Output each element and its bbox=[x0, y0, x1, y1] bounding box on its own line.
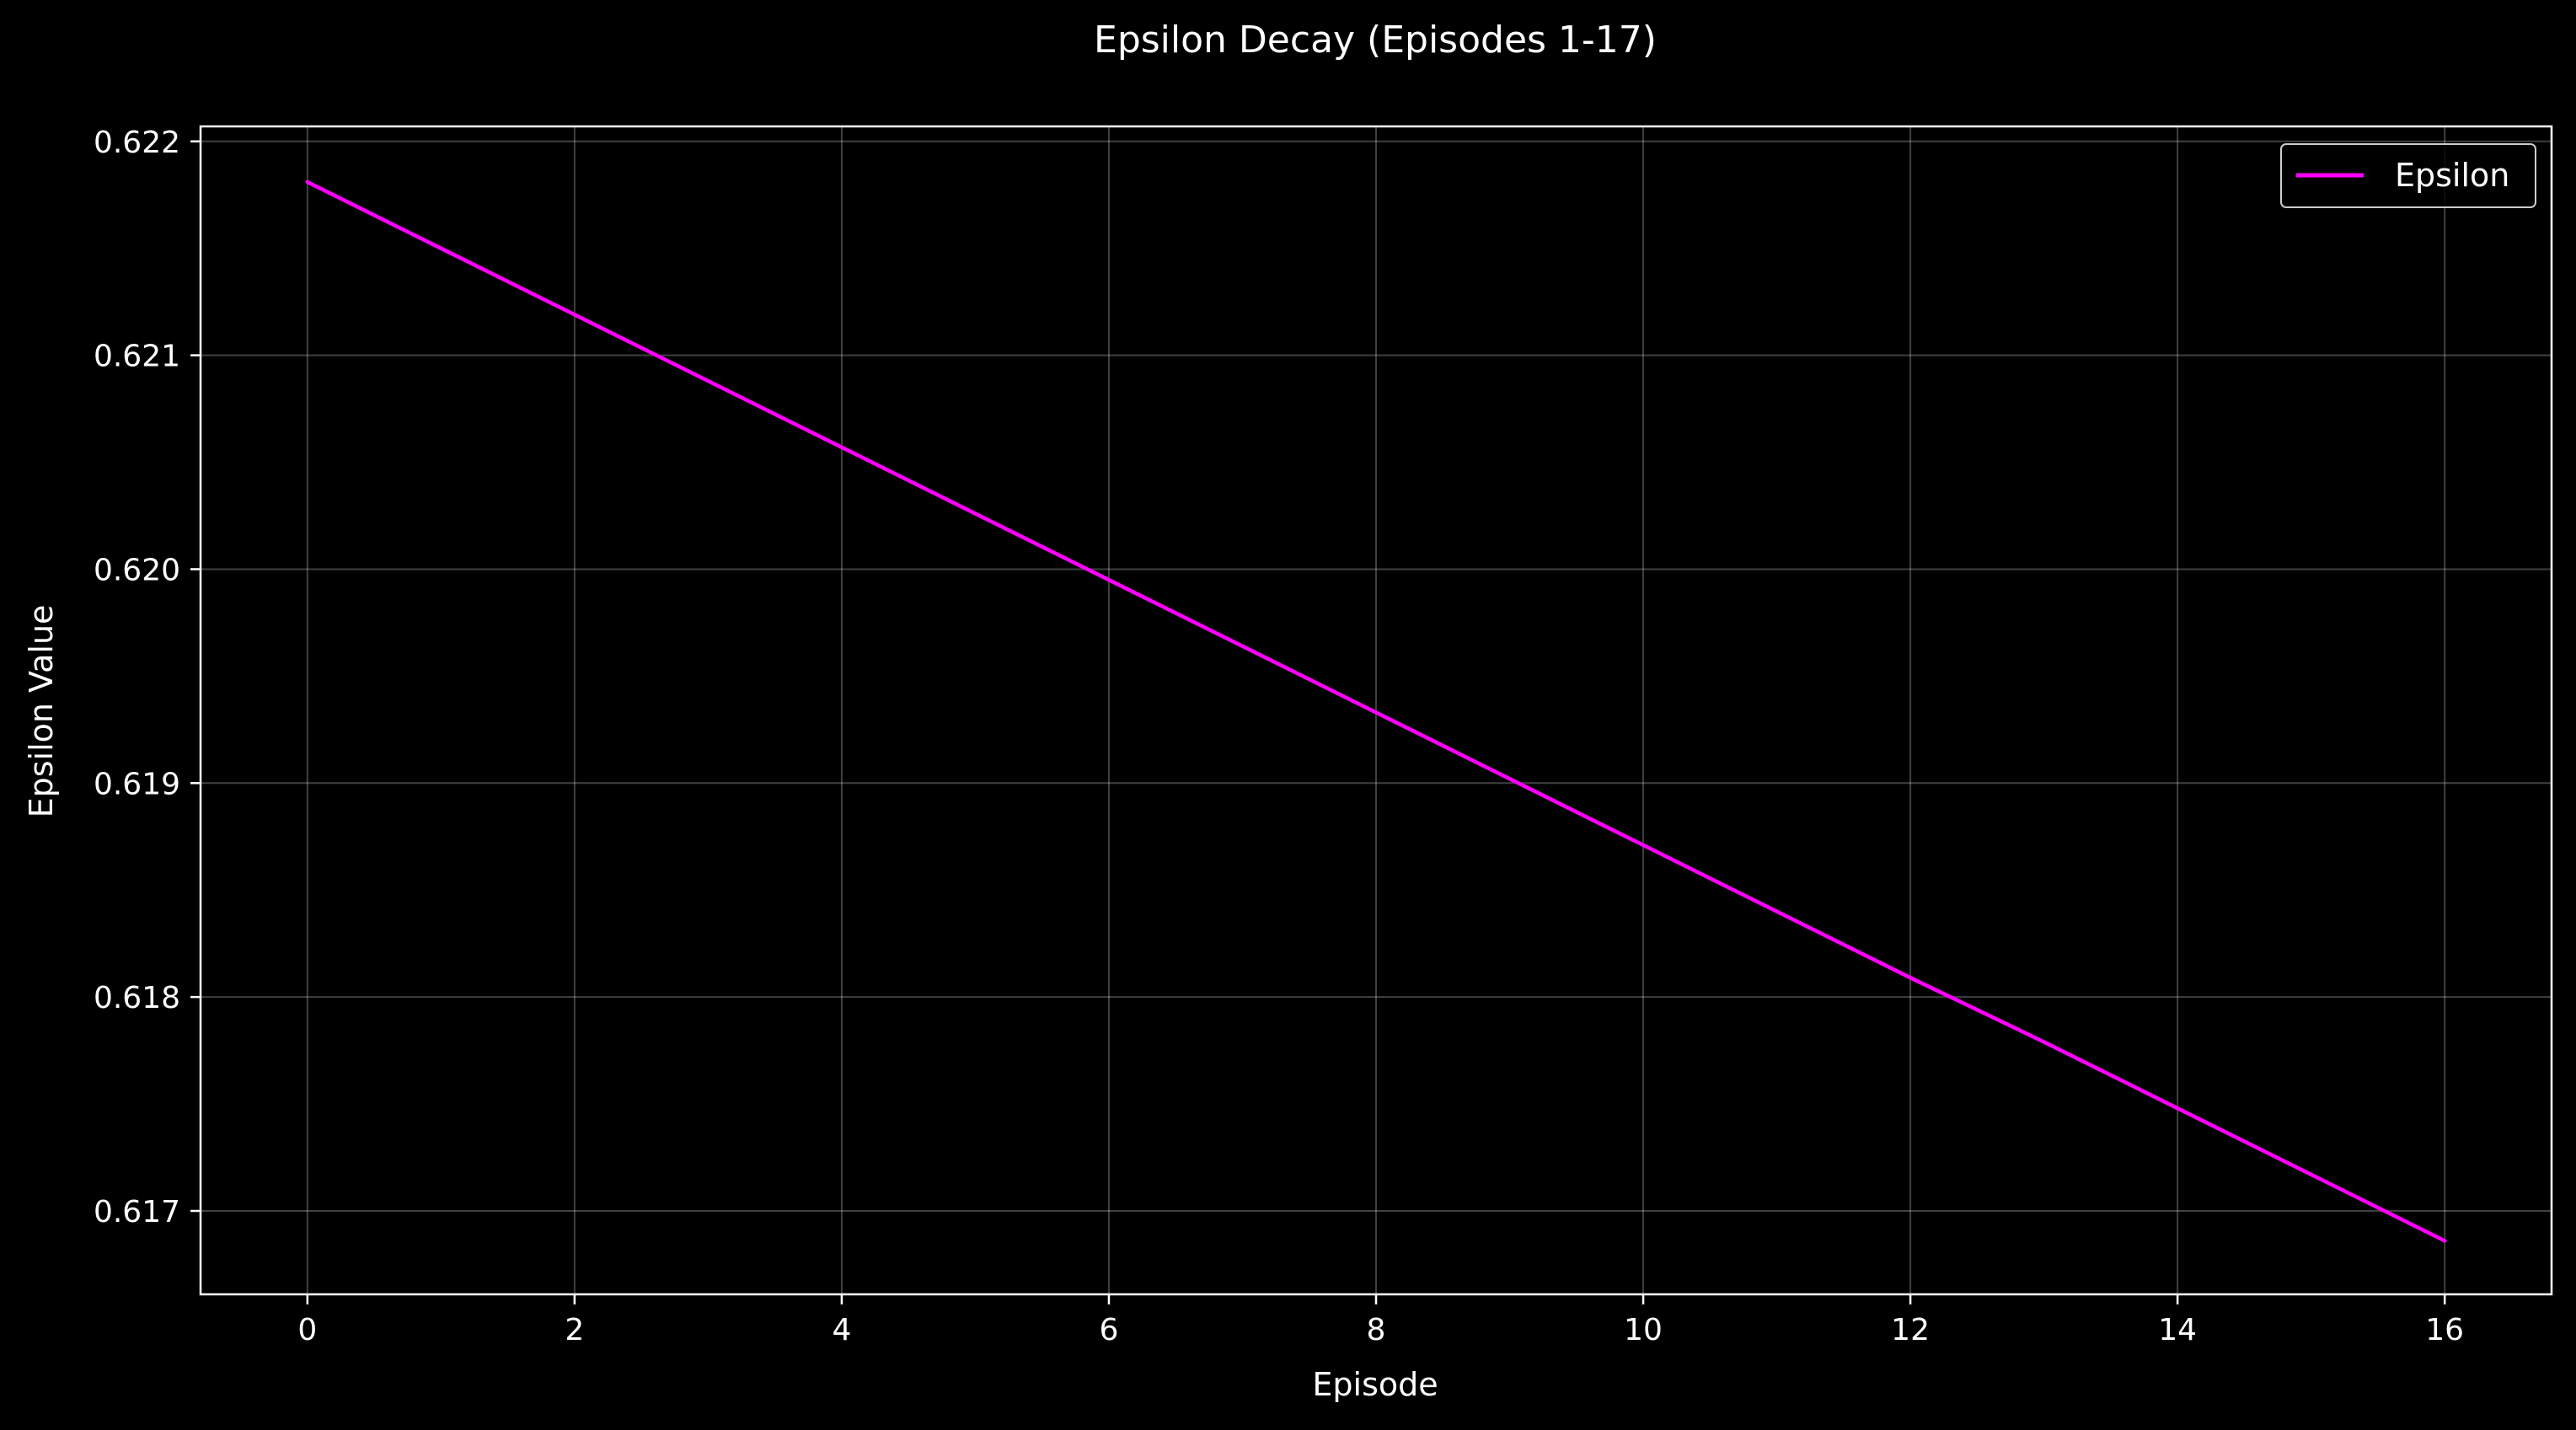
x-tick-label: 0 bbox=[297, 1313, 317, 1347]
legend-label-epsilon: Epsilon bbox=[2395, 157, 2509, 194]
data-point bbox=[2443, 1239, 2447, 1243]
legend: Epsilon bbox=[2280, 143, 2536, 208]
data-point bbox=[1641, 843, 1646, 848]
y-tick-label: 0.622 bbox=[94, 126, 180, 160]
x-tick-label: 14 bbox=[2158, 1313, 2197, 1347]
data-point bbox=[305, 179, 309, 185]
data-point bbox=[1908, 976, 1913, 980]
data-point bbox=[1240, 644, 1245, 648]
y-axis-label: Epsilon Value bbox=[23, 605, 60, 818]
grid-lines bbox=[201, 126, 2552, 1294]
x-tick-label: 12 bbox=[1891, 1313, 1930, 1347]
data-point bbox=[2309, 1172, 2313, 1177]
data-point bbox=[973, 511, 977, 516]
data-point bbox=[839, 445, 844, 449]
x-tick-label: 4 bbox=[832, 1313, 851, 1347]
y-tick-label: 0.620 bbox=[94, 553, 180, 587]
x-tick-label: 16 bbox=[2425, 1313, 2464, 1347]
data-point bbox=[572, 313, 577, 317]
x-axis-label: Episode bbox=[1312, 1366, 1438, 1403]
y-tick-label: 0.619 bbox=[94, 767, 180, 801]
data-point bbox=[2175, 1106, 2180, 1111]
data-point bbox=[1775, 909, 1779, 913]
y-tick-label: 0.621 bbox=[94, 340, 180, 374]
y-tick-label: 0.617 bbox=[94, 1195, 180, 1229]
data-point bbox=[1106, 578, 1111, 582]
x-tick-label: 2 bbox=[565, 1313, 584, 1347]
y-axis-ticks: 0.617 0.618 0.619 0.620 0.621 0.622 bbox=[94, 126, 201, 1229]
data-point bbox=[439, 246, 443, 250]
chart-title: Epsilon Decay (Episodes 1-17) bbox=[1094, 19, 1657, 62]
data-point bbox=[706, 378, 710, 383]
legend-box bbox=[2280, 143, 2536, 208]
plot-area-frame bbox=[199, 125, 2553, 1296]
data-point bbox=[1508, 777, 1512, 781]
y-tick-label: 0.618 bbox=[94, 981, 180, 1015]
x-axis-ticks: 0 2 4 6 8 10 12 14 16 bbox=[297, 1294, 2464, 1347]
data-point bbox=[2042, 1040, 2046, 1044]
data-point bbox=[1374, 710, 1379, 715]
x-tick-label: 6 bbox=[1100, 1313, 1119, 1347]
x-tick-label: 10 bbox=[1624, 1313, 1663, 1347]
x-tick-label: 8 bbox=[1367, 1313, 1386, 1347]
series-lines bbox=[305, 179, 2447, 1243]
